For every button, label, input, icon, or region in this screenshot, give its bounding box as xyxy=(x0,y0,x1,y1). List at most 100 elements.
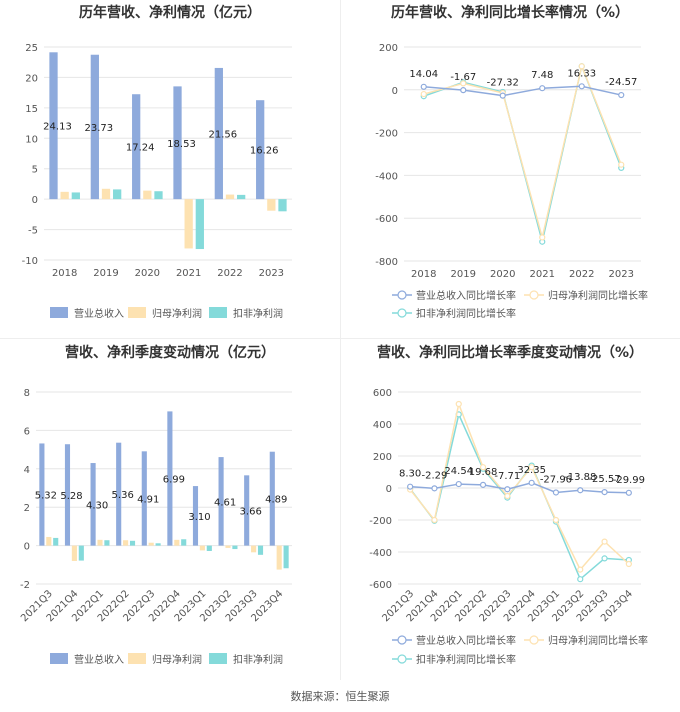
data-label: 24.13 xyxy=(43,122,72,133)
bar xyxy=(60,191,69,200)
bar xyxy=(167,411,173,546)
legend-label: 营业总收入同比增长率 xyxy=(416,634,516,647)
data-label: -7.71 xyxy=(494,471,520,482)
x-tick-label: 2023 xyxy=(609,269,634,280)
legend-label: 营业总收入 xyxy=(74,307,124,320)
data-label: 7.48 xyxy=(531,70,553,81)
bar xyxy=(278,199,287,212)
chart-3: 营收、净利季度变动情况（亿元）86420-22021Q32021Q42022Q1… xyxy=(19,344,292,666)
point xyxy=(479,481,487,488)
x-tick-label: 2018 xyxy=(52,268,77,279)
y-tick-label: -10 xyxy=(22,256,38,267)
data-label: 4.91 xyxy=(137,494,159,505)
bar xyxy=(123,540,129,546)
point xyxy=(407,483,414,490)
x-tick-label: 2023 xyxy=(259,268,284,279)
data-source-note: 数据来源：恒生聚源 xyxy=(290,690,390,703)
horizontal-divider xyxy=(0,338,680,339)
point xyxy=(578,63,585,70)
bar xyxy=(283,545,289,569)
y-tick-label: 400 xyxy=(373,420,392,431)
series-line xyxy=(410,482,629,494)
point xyxy=(455,400,462,408)
chart-2: 历年营收、净利同比增长率情况（%） 200 0 -200 -400 -600 -800 201… xyxy=(375,4,648,320)
chart-title: 营收、净利同比增长率季度变动情况（%） xyxy=(377,344,643,361)
bar xyxy=(232,545,238,550)
point xyxy=(479,464,487,471)
bar xyxy=(276,545,282,570)
point xyxy=(504,486,511,493)
data-label: 6.99 xyxy=(163,474,185,485)
bar xyxy=(46,536,52,546)
legend-label: 归母净利润 xyxy=(152,653,202,666)
x-tick-label: 2020 xyxy=(490,269,515,280)
legend-label: 扣非净利润 xyxy=(233,307,283,320)
y-tick-label: 8 xyxy=(24,388,30,399)
legend-label: 扣非净利润 xyxy=(233,653,283,666)
bar xyxy=(104,540,110,546)
y-tick-label: -800 xyxy=(375,257,398,268)
data-label: 21.56 xyxy=(209,130,238,141)
bar xyxy=(116,442,122,546)
bar xyxy=(218,457,224,546)
data-label: -27.96 xyxy=(540,474,572,485)
bar xyxy=(90,463,96,546)
y-tick-label: 5 xyxy=(32,165,38,176)
y-tick-label: 0 xyxy=(392,86,398,97)
point xyxy=(504,492,511,500)
bar xyxy=(269,451,275,546)
point xyxy=(618,91,625,99)
point xyxy=(499,92,506,99)
legend-swatch xyxy=(209,307,227,318)
legend-swatch xyxy=(50,307,68,318)
legend-label: 归母净利润 xyxy=(152,307,202,320)
legend-marker xyxy=(397,635,407,645)
y-tick-label: 0 xyxy=(386,484,392,495)
legend-marker xyxy=(529,290,539,300)
data-label: -1.67 xyxy=(450,72,476,83)
vertical-divider xyxy=(340,0,341,680)
point xyxy=(625,489,632,496)
x-tick-label: 2019 xyxy=(451,269,476,280)
point xyxy=(431,516,438,524)
bar xyxy=(132,94,141,200)
bar xyxy=(141,451,147,546)
point xyxy=(577,487,584,494)
bar xyxy=(237,194,246,200)
data-label: 18.53 xyxy=(167,139,196,150)
point xyxy=(420,90,427,98)
data-label: 17.24 xyxy=(126,143,155,154)
legend-swatch xyxy=(128,653,146,664)
y-tick-label: 10 xyxy=(25,134,38,145)
point xyxy=(552,489,560,496)
bar xyxy=(174,539,180,546)
series-line xyxy=(423,85,622,97)
bar xyxy=(225,194,235,200)
bar xyxy=(244,475,250,546)
bar xyxy=(267,199,276,211)
legend-swatch xyxy=(50,653,68,664)
bar xyxy=(143,190,152,200)
bar xyxy=(195,199,204,250)
bar xyxy=(71,545,77,561)
bar xyxy=(155,543,161,546)
y-tick-label: 2 xyxy=(24,503,30,514)
data-label: -27.32 xyxy=(487,78,519,89)
legend-marker xyxy=(397,308,407,318)
bar xyxy=(113,189,122,200)
data-label: 24.54 xyxy=(444,466,473,477)
x-tick-label: 2021 xyxy=(530,269,555,280)
y-tick-label: -5 xyxy=(28,226,38,237)
point xyxy=(625,560,632,568)
legend-swatch xyxy=(209,653,227,664)
bar xyxy=(154,191,163,200)
chart-4: 营收、净利同比增长率季度变动情况（%） 600 400 200 0 -200 -400 -60… xyxy=(369,344,648,666)
legend-label: 营业总收入同比增长率 xyxy=(416,289,516,302)
legend-label: 归母净利润同比增长率 xyxy=(548,634,648,647)
legend-label: 营业总收入 xyxy=(74,653,124,666)
point xyxy=(455,480,462,488)
data-label: -29.99 xyxy=(613,475,645,486)
point xyxy=(601,488,608,496)
data-label: 4.61 xyxy=(214,497,236,508)
